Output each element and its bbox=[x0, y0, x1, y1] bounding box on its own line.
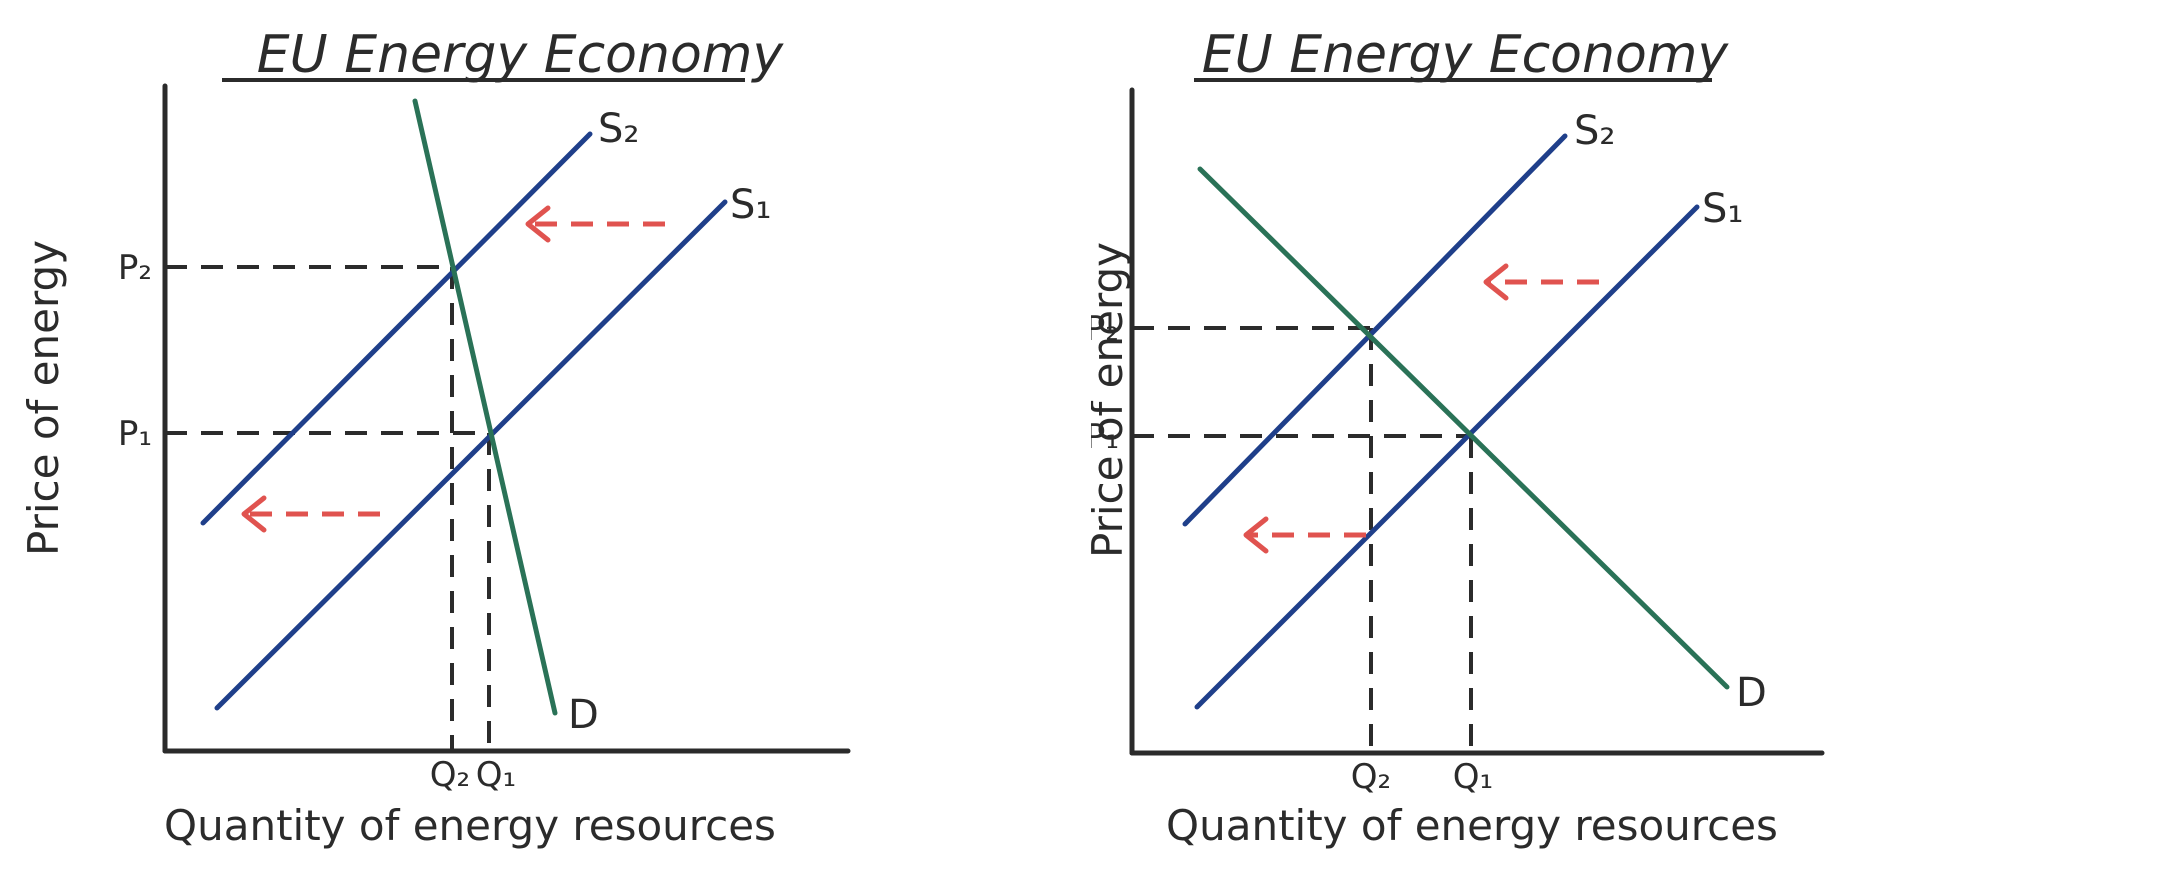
p1-label: P₁ bbox=[1091, 417, 1119, 457]
s1-label: S₁ bbox=[1702, 186, 1743, 232]
p2-label: P₂ bbox=[118, 248, 152, 288]
supply-curve-s1 bbox=[1194, 204, 1700, 710]
y-axis-label: Price of energy bbox=[1091, 242, 1132, 558]
demand-curve bbox=[1197, 166, 1730, 690]
supply-demand-diagram-left: EU Energy Economy S₂ S₁ D P₂ P₁ Q₂ Q₁ Pr… bbox=[19, 25, 851, 850]
demand-label: D bbox=[568, 692, 599, 738]
supply-shift-arrow-lower bbox=[1243, 516, 1366, 554]
demand-label: D bbox=[1736, 670, 1767, 716]
x-axis-label: Quantity of energy resources bbox=[164, 801, 776, 850]
diagram-title: EU Energy Economy bbox=[257, 25, 785, 85]
diagram-title: EU Energy Economy bbox=[1202, 25, 1730, 85]
p1-label: P₁ bbox=[118, 414, 152, 454]
s2-label: S₂ bbox=[1574, 108, 1615, 154]
supply-curve-s1 bbox=[214, 199, 728, 711]
supply-shift-arrow-upper bbox=[525, 205, 665, 243]
q1-label: Q₁ bbox=[476, 755, 516, 795]
p2-label: P₂ bbox=[1091, 309, 1119, 349]
supply-curve-s2 bbox=[1182, 133, 1568, 527]
y-axis-label: Price of energy bbox=[19, 240, 68, 556]
q2-label: Q₂ bbox=[1351, 757, 1391, 797]
s1-label: S₁ bbox=[730, 182, 771, 228]
x-axis-label: Quantity of energy resources bbox=[1166, 801, 1778, 850]
q2-label: Q₂ bbox=[430, 755, 470, 795]
q1-label: Q₁ bbox=[1453, 757, 1493, 797]
supply-shift-arrow-upper bbox=[1483, 263, 1599, 301]
demand-curve bbox=[412, 98, 558, 716]
s2-label: S₂ bbox=[598, 106, 639, 152]
supply-demand-diagram-right: EU Energy Economy S₂ S₁ D P₂ P₁ Q₂ Q₁ bbox=[1091, 25, 1825, 850]
supply-shift-arrow-lower bbox=[241, 495, 380, 533]
supply-curve-s2 bbox=[200, 131, 593, 526]
